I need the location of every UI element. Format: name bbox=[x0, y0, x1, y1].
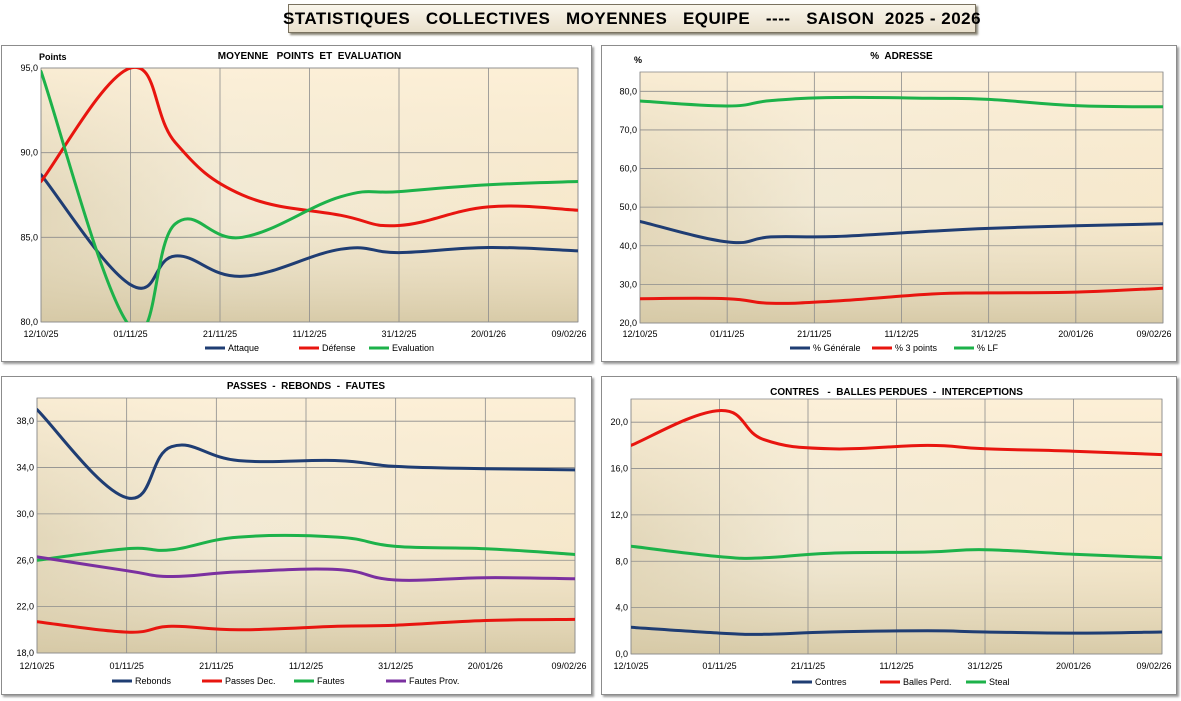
legend-label-defense: Défense bbox=[322, 343, 356, 353]
y-tick-label: 38,0 bbox=[16, 416, 34, 426]
series-line-evaluation bbox=[41, 69, 578, 322]
plot-border bbox=[40, 67, 579, 323]
x-tick-label: 31/12/25 bbox=[971, 329, 1006, 339]
legend-label-steal: Steal bbox=[989, 677, 1010, 687]
x-tick-label: 11/12/25 bbox=[292, 329, 326, 339]
series-line-3-points bbox=[640, 286, 1163, 305]
y-tick-label: 70,0 bbox=[619, 125, 637, 135]
x-tick-label: 09/02/26 bbox=[1136, 661, 1171, 671]
y-tick-label: 22,0 bbox=[16, 602, 34, 612]
y-tick-label: 18,0 bbox=[16, 648, 34, 658]
chart-svg: PASSES - REBONDS - FAUTES 18,0 22,0 26,0 30,… bbox=[16, 381, 586, 686]
y-tick-label: 34,0 bbox=[16, 463, 34, 473]
chart-panel-contres-balles-interceptions: CONTRES - BALLES PERDUES - INTERCEPTIONS… bbox=[601, 376, 1177, 695]
y-tick-label: 40,0 bbox=[619, 241, 637, 251]
y-axis-label: Points bbox=[39, 52, 67, 62]
series-line-defense bbox=[41, 68, 578, 228]
series-line-steal bbox=[631, 544, 1162, 560]
x-tick-label: 20/01/26 bbox=[1058, 329, 1093, 339]
plot-border bbox=[36, 397, 576, 654]
x-tick-label: 12/10/25 bbox=[613, 661, 648, 671]
x-tick-label: 21/11/25 bbox=[797, 329, 831, 339]
legend-label-passes-dec: Passes Dec. bbox=[225, 676, 276, 686]
series-line-passes-dec bbox=[37, 617, 575, 634]
y-tick-label: 0,0 bbox=[615, 649, 628, 659]
chart-panel-passes-rebonds-fautes: PASSES - REBONDS - FAUTES 18,0 22,0 26,0 30,… bbox=[1, 376, 592, 695]
y-tick-label: 60,0 bbox=[619, 164, 637, 174]
series-line-balles-perd bbox=[631, 409, 1162, 457]
x-tick-label: 01/11/25 bbox=[702, 661, 736, 671]
y-tick-label: 4,0 bbox=[615, 603, 628, 613]
plot-border bbox=[639, 71, 1164, 324]
y-tick-label: 20,0 bbox=[619, 318, 637, 328]
legend-label-evaluation: Evaluation bbox=[392, 343, 434, 353]
page-title: STATISTIQUES COLLECTIVES MOYENNES EQUIPE… bbox=[283, 4, 981, 33]
x-tick-label: 11/12/25 bbox=[879, 661, 913, 671]
x-tick-label: 21/11/25 bbox=[203, 329, 237, 339]
y-tick-label: 20,0 bbox=[610, 417, 628, 427]
chart-title: CONTRES - BALLES PERDUES - INTERCEPTIONS bbox=[770, 387, 1023, 398]
y-tick-label: 26,0 bbox=[16, 555, 34, 565]
legend-label-fautes: Fautes bbox=[317, 676, 345, 686]
x-tick-label: 20/01/26 bbox=[1056, 661, 1091, 671]
y-tick-label: 12,0 bbox=[610, 510, 628, 520]
plot-border bbox=[630, 398, 1163, 655]
legend-label-3-points: % 3 points bbox=[895, 343, 938, 353]
y-tick-label: 8,0 bbox=[615, 556, 628, 566]
x-tick-label: 09/02/26 bbox=[551, 661, 586, 671]
series-line-attaque bbox=[41, 173, 578, 290]
x-tick-label: 01/11/25 bbox=[710, 329, 744, 339]
x-tick-label: 21/11/25 bbox=[791, 661, 825, 671]
x-tick-label: 09/02/26 bbox=[551, 329, 586, 339]
y-tick-label: 80,0 bbox=[619, 86, 637, 96]
x-tick-label: 09/02/26 bbox=[1136, 329, 1171, 339]
y-tick-label: 90,0 bbox=[20, 148, 38, 158]
y-tick-label: 80,0 bbox=[20, 317, 38, 327]
chart-svg: % ADRESSE% 20,0 30,0 40,0 50,0 60,0 70,0 80,0 12… bbox=[619, 51, 1171, 353]
x-tick-label: 01/11/25 bbox=[109, 661, 143, 671]
x-tick-label: 11/12/25 bbox=[884, 329, 918, 339]
legend-label-attaque: Attaque bbox=[228, 343, 259, 353]
series-line-contres bbox=[631, 625, 1162, 636]
x-tick-label: 21/11/25 bbox=[199, 661, 233, 671]
x-tick-label: 12/10/25 bbox=[19, 661, 54, 671]
y-axis-label: % bbox=[634, 55, 642, 65]
chart-title: % ADRESSE bbox=[870, 51, 933, 62]
legend-label-balles-perd: Balles Perd. bbox=[903, 677, 952, 687]
x-tick-label: 11/12/25 bbox=[289, 661, 323, 671]
x-tick-label: 31/12/25 bbox=[967, 661, 1002, 671]
x-tick-label: 12/10/25 bbox=[622, 329, 657, 339]
x-tick-label: 20/01/26 bbox=[468, 661, 503, 671]
series-line-fautes bbox=[37, 533, 575, 562]
legend-label-contres: Contres bbox=[815, 677, 847, 687]
y-tick-label: 85,0 bbox=[20, 232, 38, 242]
x-tick-label: 31/12/25 bbox=[381, 329, 416, 339]
series-line-lf bbox=[640, 95, 1163, 109]
chart-title: MOYENNE POINTS ET EVALUATION bbox=[218, 51, 402, 62]
series-line-generale bbox=[640, 219, 1163, 245]
x-tick-label: 31/12/25 bbox=[378, 661, 413, 671]
legend-label-fautes-prov: Fautes Prov. bbox=[409, 676, 459, 686]
legend-label-rebonds: Rebonds bbox=[135, 676, 172, 686]
chart-title: PASSES - REBONDS - FAUTES bbox=[227, 381, 385, 392]
chart-panel-adresse: % ADRESSE% 20,0 30,0 40,0 50,0 60,0 70,0 80,0 12… bbox=[601, 45, 1177, 362]
legend-label-lf: % LF bbox=[977, 343, 999, 353]
series-line-fautes-prov bbox=[37, 555, 575, 582]
y-tick-label: 16,0 bbox=[610, 464, 628, 474]
y-tick-label: 95,0 bbox=[20, 63, 38, 73]
y-tick-label: 50,0 bbox=[619, 202, 637, 212]
y-tick-label: 30,0 bbox=[619, 279, 637, 289]
series-line-rebonds bbox=[37, 408, 575, 500]
chart-svg: CONTRES - BALLES PERDUES - INTERCEPTIONS… bbox=[610, 387, 1171, 687]
x-tick-label: 12/10/25 bbox=[23, 329, 58, 339]
x-tick-label: 01/11/25 bbox=[113, 329, 147, 339]
chart-svg: MOYENNE POINTS ET EVALUATION Points 80,0 85… bbox=[20, 51, 586, 353]
x-tick-label: 20/01/26 bbox=[471, 329, 506, 339]
y-tick-label: 30,0 bbox=[16, 509, 34, 519]
legend-label-generale: % Générale bbox=[813, 343, 861, 353]
chart-panel-points: MOYENNE POINTS ET EVALUATION Points 80,0 85… bbox=[1, 45, 592, 362]
